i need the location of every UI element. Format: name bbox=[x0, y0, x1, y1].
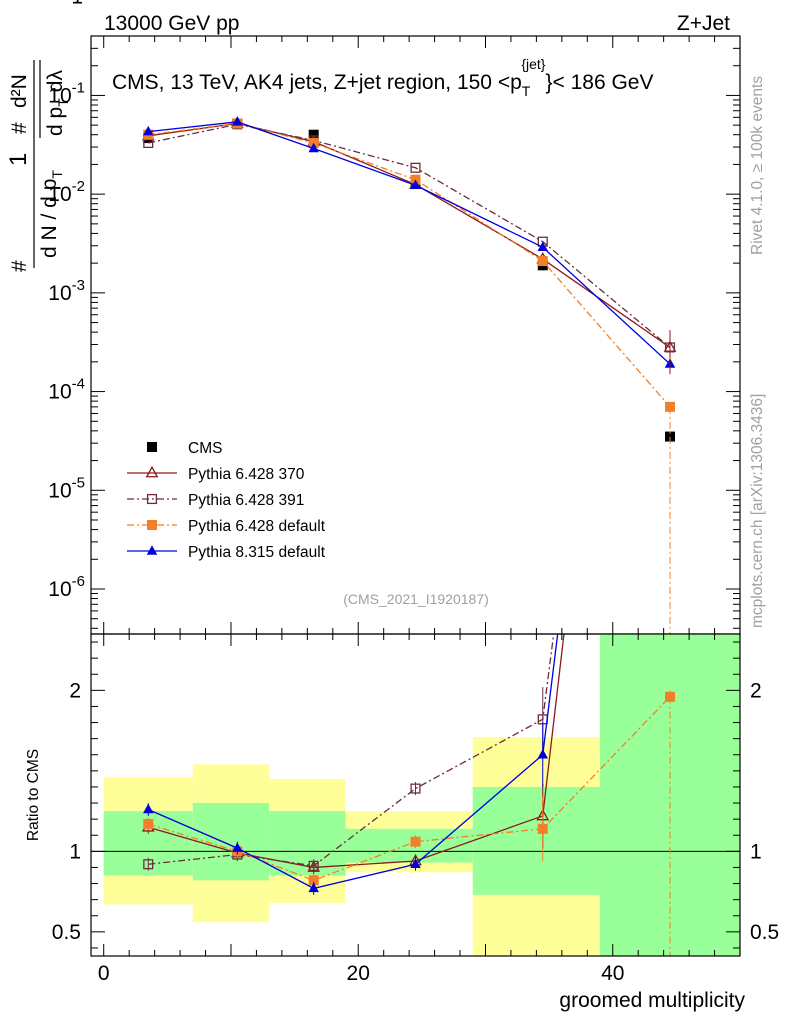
ratio-y-tick-label-left: 1 bbox=[69, 840, 81, 863]
ratio-y-tick-label-right: 2 bbox=[750, 679, 762, 702]
main-point bbox=[410, 179, 421, 190]
ratio-point bbox=[410, 783, 421, 794]
ratio-y-tick-label-right: 0.5 bbox=[750, 921, 779, 944]
main-point bbox=[537, 256, 548, 267]
ratio-series-line bbox=[148, 634, 555, 867]
ratio-y-label: Ratio to CMS bbox=[25, 749, 42, 841]
y-label-den2: d pTdλ bbox=[44, 70, 71, 136]
main-y-tick-label: 10-4 bbox=[48, 376, 85, 404]
ratio-band-green bbox=[192, 803, 270, 881]
main-series-line bbox=[148, 122, 671, 348]
main-series-1 bbox=[141, 116, 677, 352]
header-right: Z+Jet bbox=[677, 12, 730, 35]
main-point bbox=[232, 116, 243, 126]
main-series-4 bbox=[143, 116, 676, 368]
y-label-one: 1 bbox=[5, 153, 32, 166]
ratio-point bbox=[143, 803, 154, 814]
main-y-label: # 1 d N / d pT # d²N d pTdλ bbox=[5, 60, 71, 272]
main-title-end: }< 186 GeV bbox=[545, 71, 653, 94]
header-left: 13000 GeV pp bbox=[104, 12, 239, 35]
y-label-hash-mid: # bbox=[8, 122, 31, 134]
ratio-point bbox=[537, 749, 549, 759]
mcplots-label: mcplots.cern.ch [arXiv:1306.3436] bbox=[749, 394, 766, 628]
ratio-point bbox=[308, 875, 319, 886]
ratio-y-tick-label-right: 1 bbox=[750, 840, 762, 863]
legend-entry: Pythia 6.428 default bbox=[127, 518, 326, 535]
legend-marker bbox=[146, 545, 158, 555]
main-series-2 bbox=[143, 119, 676, 353]
ratio-x-tick-label: 0 bbox=[98, 962, 110, 985]
main-series-0 bbox=[143, 118, 676, 442]
main-series-3 bbox=[143, 118, 676, 412]
legend-marker bbox=[146, 493, 158, 505]
legend-entry: Pythia 8.315 default bbox=[127, 544, 326, 561]
ratio-x-tick-label: 40 bbox=[601, 962, 624, 985]
ratio-y-tick-label-left: 2 bbox=[69, 679, 81, 702]
ratio-x-tick-label: 20 bbox=[347, 962, 370, 985]
legend-entry: Pythia 6.428 370 bbox=[127, 465, 305, 483]
main-series bbox=[141, 116, 677, 634]
ratio-point bbox=[143, 818, 154, 829]
ratio-series-line bbox=[148, 696, 671, 882]
legend-marker bbox=[147, 442, 157, 452]
ratio-band-green bbox=[345, 828, 473, 863]
ratio-point bbox=[537, 823, 548, 834]
ratio-series-3 bbox=[143, 634, 559, 895]
legend-marker bbox=[145, 465, 159, 478]
y-label-num: d²N bbox=[8, 74, 31, 108]
main-ticks: 10-1 10-2 10-3 10-4 10-5 10-6 1 bbox=[48, 0, 741, 634]
legend: CMS Pythia 6.428 370 Pythia 6.428 391 Pythi… bbox=[127, 440, 326, 561]
legend-label: Pythia 6.428 default bbox=[188, 518, 326, 535]
main-title-sub: T bbox=[522, 83, 531, 99]
ratio-series-clipped bbox=[141, 634, 676, 956]
rivet-label: Rivet 4.1.0, ≥ 100k events bbox=[749, 76, 766, 255]
ratio-point bbox=[308, 860, 319, 871]
y-label-hash-left: # bbox=[8, 260, 31, 272]
ratio-point bbox=[410, 836, 421, 847]
main-point bbox=[308, 142, 319, 153]
legend-entry: Pythia 6.428 391 bbox=[127, 492, 304, 509]
x-axis-label: groomed multiplicity bbox=[559, 989, 745, 1012]
main-y-tick-label: 10-3 bbox=[48, 277, 85, 305]
legend-label: CMS bbox=[188, 440, 222, 457]
analysis-watermark: (CMS_2021_I1920187) bbox=[343, 591, 489, 607]
main-y-tick-label: 10-1 bbox=[48, 79, 85, 107]
ratio-y-tick-label-left: 0.5 bbox=[52, 921, 81, 944]
main-y-tick-label: 1 bbox=[71, 0, 83, 9]
ratio-point bbox=[232, 842, 243, 852]
main-series-line bbox=[148, 123, 671, 348]
legend-label: Pythia 8.315 default bbox=[188, 544, 326, 561]
y-label-den: d N / d pT bbox=[38, 170, 65, 258]
ratio-ticks: 0 20 40 0.5 0.5 1 1 2 2 bbox=[52, 634, 779, 985]
main-title-sup: {jet} bbox=[521, 56, 545, 72]
main-point bbox=[665, 431, 676, 442]
main-point bbox=[410, 162, 421, 173]
legend-entry: CMS bbox=[147, 440, 222, 457]
ratio-point bbox=[410, 858, 421, 868]
ratio-series-line bbox=[148, 634, 565, 869]
main-title: CMS, 13 TeV, AK4 jets, Z+jet region, 150… bbox=[112, 56, 653, 99]
main-point bbox=[537, 241, 549, 251]
ratio-series-line bbox=[148, 634, 559, 890]
main-point bbox=[143, 125, 154, 136]
main-y-tick-label: 10-6 bbox=[48, 573, 85, 601]
main-title-text: CMS, 13 TeV, AK4 jets, Z+jet region, 150… bbox=[112, 71, 522, 94]
main-series-line bbox=[148, 121, 671, 365]
ratio-series-1 bbox=[143, 634, 555, 873]
main-y-tick-label: 10-2 bbox=[48, 178, 85, 206]
ratio-point bbox=[143, 859, 154, 870]
legend-label: Pythia 6.428 370 bbox=[188, 466, 305, 483]
main-y-tick-label: 10-5 bbox=[48, 474, 85, 502]
ratio-point bbox=[308, 882, 319, 893]
ratio-series bbox=[141, 634, 676, 956]
main-series-line bbox=[148, 122, 671, 408]
ratio-frame bbox=[90, 633, 741, 957]
ratio-band-green bbox=[472, 786, 601, 895]
legend-marker bbox=[147, 520, 157, 530]
legend-label: Pythia 6.428 391 bbox=[188, 492, 304, 509]
